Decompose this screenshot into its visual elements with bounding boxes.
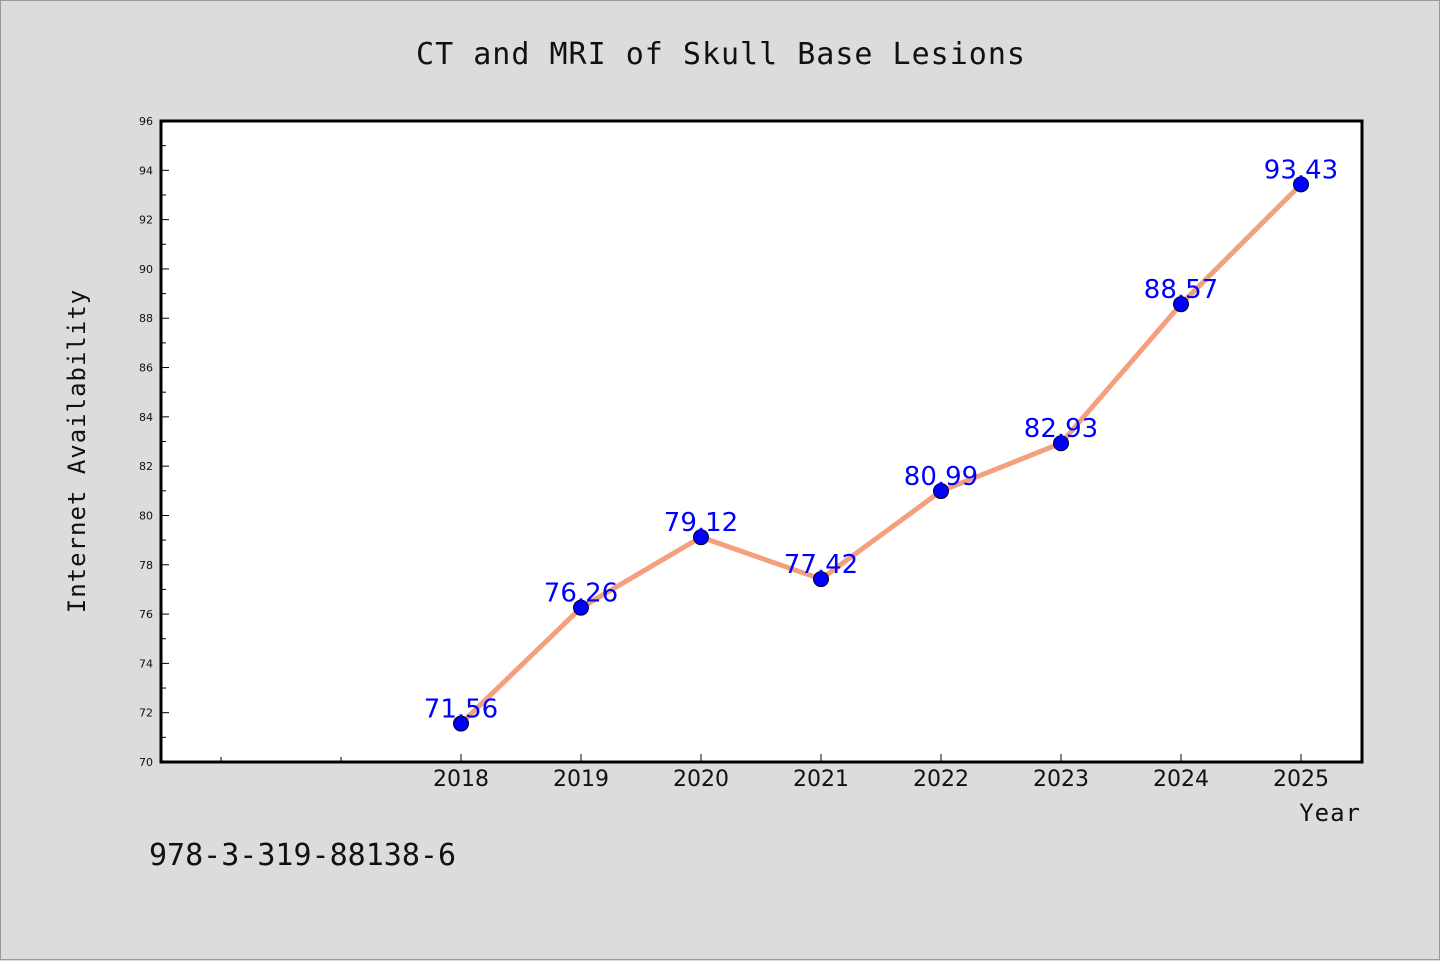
y-tick-label: 84 bbox=[139, 411, 153, 424]
data-point bbox=[1293, 176, 1309, 193]
data-point bbox=[933, 483, 949, 500]
data-point bbox=[453, 715, 469, 732]
data-label: 82.93 bbox=[1024, 414, 1098, 444]
y-tick-label: 78 bbox=[139, 559, 153, 572]
x-tick-label: 2023 bbox=[1033, 767, 1089, 792]
data-point bbox=[813, 571, 829, 588]
data-label: 76.26 bbox=[544, 579, 618, 609]
data-point bbox=[1053, 435, 1069, 452]
y-tick-label: 96 bbox=[139, 115, 153, 128]
isbn-text: 978-3-319-88138-6 bbox=[149, 838, 456, 873]
x-tick-label: 2018 bbox=[433, 767, 489, 792]
y-tick-label: 94 bbox=[139, 164, 153, 177]
data-point bbox=[573, 599, 589, 616]
data-label: 79.12 bbox=[664, 508, 738, 538]
y-tick-label: 72 bbox=[139, 707, 153, 720]
x-tick-label: 2020 bbox=[673, 767, 729, 792]
data-label: 80.99 bbox=[904, 462, 978, 492]
x-tick-label: 2022 bbox=[913, 767, 969, 792]
data-point bbox=[693, 529, 709, 546]
x-tick-label: 2024 bbox=[1153, 767, 1209, 792]
y-tick-label: 76 bbox=[139, 608, 153, 621]
y-axis-label: Internet Availability bbox=[63, 289, 91, 613]
x-axis-label: Year bbox=[1299, 799, 1361, 827]
series-markers bbox=[453, 176, 1309, 732]
x-tick-label: 2019 bbox=[553, 767, 609, 792]
y-tick-label: 70 bbox=[139, 756, 153, 769]
series-line bbox=[459, 182, 1303, 726]
plot-area bbox=[159, 119, 1364, 764]
x-axis: 2018 2019 2020 2021 2022 2023 2024 2025 bbox=[220, 754, 1329, 792]
y-tick-label: 90 bbox=[139, 263, 153, 276]
y-tick-label: 88 bbox=[139, 312, 153, 325]
data-label: 77.42 bbox=[784, 550, 858, 580]
y-tick-label: 86 bbox=[139, 362, 153, 375]
y-tick-label: 74 bbox=[139, 657, 153, 670]
data-label: 71.56 bbox=[424, 695, 498, 725]
data-labels: 71.56 76.26 79.12 77.42 80.99 82.93 88.57 93.43 bbox=[424, 155, 1338, 724]
data-point bbox=[1173, 296, 1189, 313]
y-tick-label: 80 bbox=[139, 509, 153, 522]
y-tick-label: 92 bbox=[139, 214, 153, 227]
data-label: 93.43 bbox=[1264, 155, 1338, 185]
y-tick-label: 82 bbox=[139, 460, 153, 473]
y-axis: 70 72 74 76 78 80 82 84 86 88 90 92 94 96 bbox=[139, 115, 169, 769]
x-tick-label: 2021 bbox=[793, 767, 849, 792]
data-label: 88.57 bbox=[1144, 275, 1218, 305]
chart-title: CT and MRI of Skull Base Lesions bbox=[416, 37, 1026, 72]
x-tick-label: 2025 bbox=[1273, 767, 1329, 792]
